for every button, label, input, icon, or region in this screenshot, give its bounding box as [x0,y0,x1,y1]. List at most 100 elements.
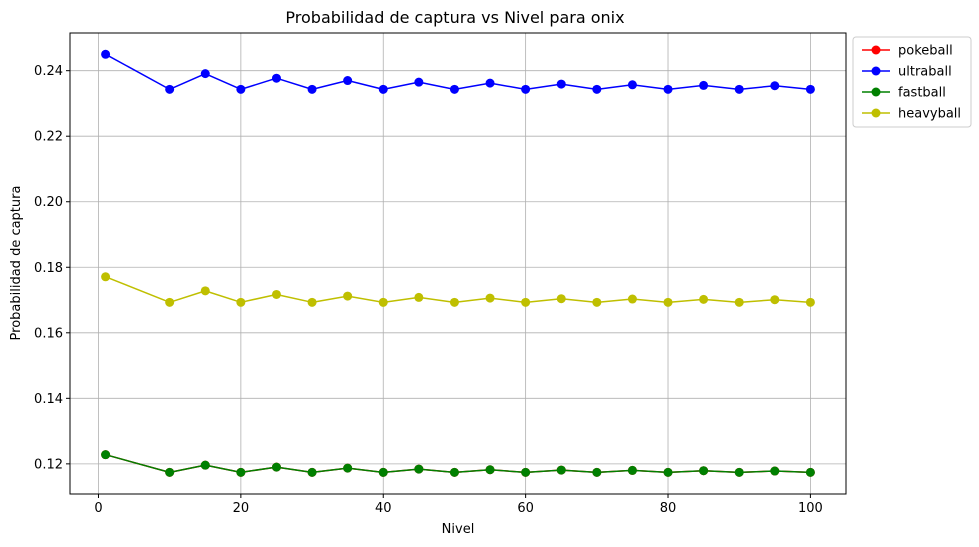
data-point-heavyball [627,294,637,304]
data-point-ultraball [271,73,281,83]
y-tick-label: 0.20 [34,195,63,210]
data-point-ultraball [449,84,459,94]
legend-box [852,36,972,128]
legend-swatch-marker [871,87,881,97]
data-point-fastball [165,467,175,477]
legend-swatch-marker [871,66,881,76]
grid [70,33,846,494]
x-tick-label: 80 [660,501,677,516]
y-tick-label: 0.18 [34,261,63,276]
data-point-ultraball [236,84,246,94]
legend-item-fastball: fastball [862,86,946,101]
data-point-heavyball [805,297,815,307]
data-point-fastball [770,466,780,476]
data-point-ultraball [378,84,388,94]
data-point-heavyball [271,289,281,299]
data-point-ultraball [414,77,424,87]
data-point-heavyball [734,297,744,307]
series-ultraball [101,49,815,94]
data-point-ultraball [343,76,353,86]
data-point-heavyball [556,294,566,304]
data-point-ultraball [307,84,317,94]
x-tick-label: 20 [233,501,250,516]
data-point-ultraball [485,78,495,88]
data-point-fastball [449,467,459,477]
data-point-heavyball [485,293,495,303]
legend-label: pokeball [898,44,953,59]
y-tick-label: 0.12 [34,457,63,472]
data-point-ultraball [734,84,744,94]
legend-label: ultraball [898,65,952,80]
data-point-ultraball [663,84,673,94]
y-tick-label: 0.16 [34,326,63,341]
data-point-heavyball [414,292,424,302]
series-line-ultraball [105,53,811,91]
data-point-heavyball [343,291,353,301]
legend-label: heavyball [898,107,961,122]
data-point-ultraball [699,80,709,90]
data-point-heavyball [449,297,459,307]
data-point-ultraball [200,69,210,79]
data-point-fastball [343,463,353,473]
data-point-fastball [805,467,815,477]
data-point-fastball [307,467,317,477]
y-tick-label: 0.24 [34,64,63,79]
x-tick-label: 60 [517,501,534,516]
legend-swatch-marker [871,45,881,55]
data-point-ultraball [101,49,111,59]
data-point-heavyball [101,272,111,282]
data-point-fastball [592,467,602,477]
plot-frame [69,32,847,495]
data-point-ultraball [556,79,566,89]
data-point-fastball [521,467,531,477]
chart-title: Probabilidad de captura vs Nivel para on… [285,8,624,27]
data-point-fastball [236,467,246,477]
data-point-heavyball [663,297,673,307]
data-point-ultraball [627,80,637,90]
data-point-heavyball [378,297,388,307]
legend-swatch-marker [871,108,881,118]
data-point-ultraball [805,84,815,94]
data-point-ultraball [521,84,531,94]
data-point-fastball [663,467,673,477]
data-point-heavyball [699,294,709,304]
data-point-heavyball [770,295,780,305]
x-tick-label: 0 [94,501,102,516]
data-point-heavyball [165,297,175,307]
data-point-fastball [200,460,210,470]
series-line-fastball [105,453,811,474]
series-fastball [101,450,815,477]
x-axis-label: Nivel [442,522,475,537]
legend-label: fastball [898,86,946,101]
data-point-fastball [414,464,424,474]
data-point-ultraball [770,81,780,91]
data-point-fastball [485,465,495,475]
legend-item-ultraball: ultraball [862,65,952,80]
y-axis-label: Probabilidad de captura [9,186,24,341]
series-line-heavyball [105,276,811,304]
data-point-heavyball [200,286,210,296]
y-tick-label: 0.14 [34,392,63,407]
data-point-ultraball [592,84,602,94]
legend-item-pokeball: pokeball [862,44,953,59]
data-point-ultraball [165,84,175,94]
legend-item-heavyball: heavyball [862,107,961,122]
data-point-fastball [734,467,744,477]
y-tick-label: 0.22 [34,130,63,145]
legend: pokeball ultraball fastball heavyball [852,36,972,128]
data-point-heavyball [307,297,317,307]
data-point-heavyball [236,297,246,307]
x-tick-label: 40 [375,501,392,516]
data-point-fastball [627,465,637,475]
axis-ticks: 0 20 40 60 80 100 0.12 0.14 0.16 0.18 0.20 0.22 0.24 [34,64,823,516]
data-point-fastball [378,467,388,477]
data-point-heavyball [521,297,531,307]
data-point-heavyball [592,297,602,307]
x-tick-label: 100 [798,501,823,516]
data-point-fastball [699,466,709,476]
data-point-fastball [101,450,111,460]
plot-series [101,49,815,477]
series-heavyball [101,272,815,307]
data-point-fastball [556,465,566,475]
